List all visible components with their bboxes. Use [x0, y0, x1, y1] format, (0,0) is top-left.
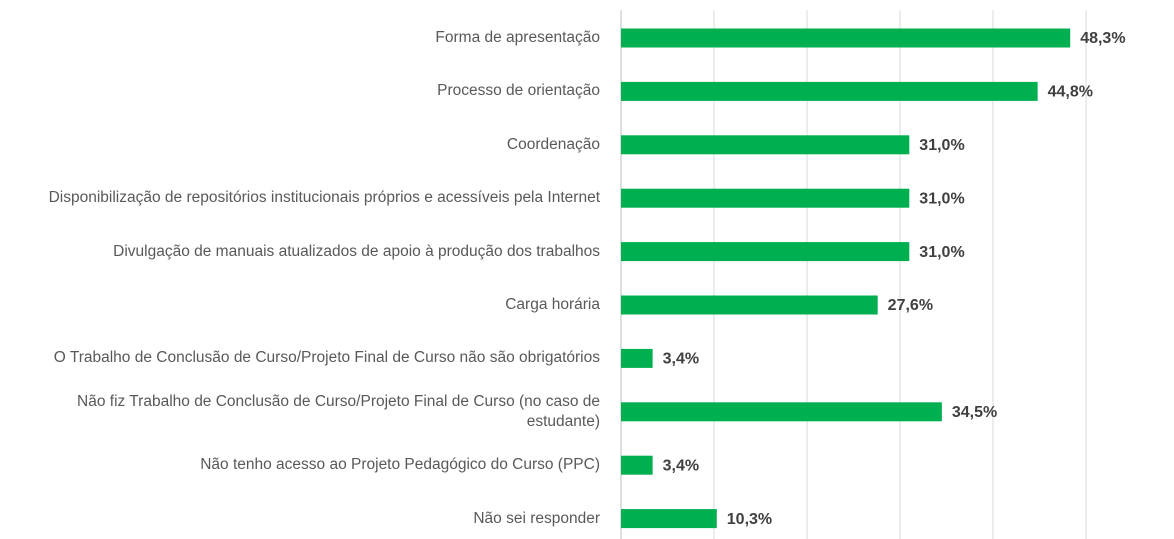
bar [621, 28, 1071, 48]
bar [621, 295, 878, 315]
value-label: 31,0% [919, 190, 964, 207]
value-label: 31,0% [919, 244, 964, 261]
category-label: Não fiz Trabalho de Conclusão de Curso/P… [77, 392, 600, 430]
bar [621, 242, 910, 262]
category-label: Forma de apresentação [435, 29, 600, 46]
value-label: 44,8% [1048, 84, 1093, 101]
bar [621, 135, 910, 155]
bar [621, 455, 653, 475]
category-label: Divulgação de manuais atualizados de apo… [113, 242, 600, 260]
category-label: O Trabalho de Conclusão de Curso/Projeto… [53, 349, 600, 367]
bar [621, 509, 717, 529]
value-label: 34,5% [952, 404, 997, 421]
value-label: 3,4% [663, 457, 699, 474]
value-label: 27,6% [888, 297, 933, 314]
value-label: 10,3% [727, 511, 772, 528]
bar [621, 348, 653, 368]
value-label: 31,0% [919, 137, 964, 154]
category-label: Não tenho acesso ao Projeto Pedagógico d… [200, 456, 600, 474]
category-label: Não sei responder [473, 509, 600, 527]
bar [621, 81, 1038, 101]
bar [621, 188, 910, 208]
category-label: Coordenação [506, 135, 600, 153]
value-label: 3,4% [663, 351, 699, 368]
value-label: 48,3% [1080, 30, 1125, 47]
category-label: Disponibilização de repositórios institu… [48, 189, 600, 207]
category-label: Carga horária [505, 296, 600, 313]
bar [621, 402, 942, 422]
category-label: Processo de orientação [437, 82, 600, 100]
